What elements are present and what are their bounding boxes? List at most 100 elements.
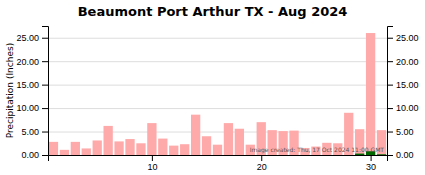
bar: [125, 155, 134, 156]
tick: 20.00: [16, 57, 48, 67]
tick-mark: [387, 85, 393, 86]
plot: 1020300.005.0010.0015.0020.0025.000.005.…: [16, 27, 418, 173]
tick-mark: [42, 108, 48, 109]
tick: 15.00: [387, 80, 419, 90]
grid-line: [48, 38, 387, 39]
y-axis-title: Precipitation (Inches): [5, 43, 15, 138]
bar: [169, 155, 178, 156]
bar: [147, 155, 156, 156]
bar: [49, 155, 58, 156]
bar: [49, 142, 58, 155]
bar: [246, 155, 255, 156]
bar: [71, 142, 80, 155]
grid: [48, 38, 387, 155]
bar: [103, 155, 112, 156]
bar: [60, 155, 69, 156]
bar: [103, 126, 112, 155]
bar: [224, 155, 233, 156]
bar: [60, 150, 69, 155]
bar: [147, 123, 156, 155]
tick-label: 0.00: [21, 150, 39, 160]
tick-label: 25.00: [396, 33, 419, 43]
tick-label: 10.00: [396, 103, 419, 113]
bar: [158, 139, 167, 155]
bar: [114, 155, 123, 156]
grid-tick: [48, 61, 387, 62]
grid-tick: [48, 108, 387, 109]
tick-mark: [42, 38, 48, 39]
bar: [125, 139, 134, 155]
tick: 0.00: [21, 150, 48, 160]
bar: [278, 155, 287, 156]
y-axis-right: 0.00 5.00 10.00 15.00 20.00 25.00: [387, 27, 419, 161]
tick: 5.00: [387, 127, 414, 137]
bar: [136, 143, 145, 155]
bar: [114, 141, 123, 155]
grid-tick: [48, 132, 387, 133]
tick-label: 20.00: [396, 57, 419, 67]
tick-label: 15.00: [16, 80, 39, 90]
bar: [202, 136, 211, 155]
x-axis: 102030: [49, 155, 388, 172]
tick: 20: [257, 155, 267, 172]
grid-line: [48, 61, 387, 62]
tick-mark: [387, 38, 393, 39]
tick: 25.00: [387, 33, 419, 43]
bar: [71, 155, 80, 156]
bar: [169, 146, 178, 155]
axis-line: [388, 27, 394, 156]
bar: [322, 155, 331, 156]
annotation: Image created: Thu, 17 Oct 2024 11:00 GM…: [250, 146, 385, 154]
bar: [366, 33, 375, 155]
tick-mark: [387, 155, 393, 156]
tick-label: 5.00: [21, 127, 39, 137]
bar: [213, 155, 222, 156]
bars: [49, 33, 386, 155]
bar: [136, 155, 145, 156]
tick-mark: [42, 132, 48, 133]
tick-label: 15.00: [396, 80, 419, 90]
title: Beaumont Port Arthur TX - Aug 2024: [78, 4, 348, 19]
tick-mark: [261, 155, 262, 161]
tick: 30: [366, 155, 376, 172]
tick-mark: [42, 155, 48, 156]
axis-line: [42, 27, 49, 156]
tick-mark: [387, 132, 393, 133]
bar: [82, 155, 91, 156]
grid-tick: [48, 85, 387, 86]
chart: 1020300.005.0010.0015.0020.0025.000.005.…: [0, 0, 425, 175]
bar: [180, 144, 189, 155]
tick: 0.00: [387, 150, 414, 160]
tick-label: 20: [257, 162, 267, 172]
grid-tick: [48, 38, 387, 39]
tick-label: 5.00: [396, 127, 414, 137]
tick-mark: [152, 155, 153, 161]
bar: [93, 140, 102, 155]
tick-label: 30: [366, 162, 376, 172]
tick-mark: [387, 61, 393, 62]
tick: 10.00: [16, 103, 48, 113]
grid-line: [48, 132, 387, 133]
bar: [202, 155, 211, 156]
bar: [333, 155, 342, 156]
bar: [355, 154, 364, 155]
bar: [377, 154, 386, 155]
bar: [235, 129, 244, 155]
bar: [180, 155, 189, 156]
y-axis: 0.00 5.00 10.00 15.00 20.00 25.00: [16, 27, 48, 161]
bar: [158, 155, 167, 156]
bar: [224, 123, 233, 155]
tick-label: 0.00: [396, 150, 414, 160]
bar: [235, 155, 244, 156]
tick-mark: [387, 108, 393, 109]
bar: [257, 155, 266, 156]
tick-mark: [371, 155, 372, 161]
bar: [289, 155, 298, 156]
tick: 25.00: [16, 33, 48, 43]
tick-label: 10.00: [16, 103, 39, 113]
tick-label: 20.00: [16, 57, 39, 67]
tick-label: 25.00: [16, 33, 39, 43]
bar: [82, 148, 91, 155]
tick: 10.00: [387, 103, 419, 113]
bar: [93, 155, 102, 156]
